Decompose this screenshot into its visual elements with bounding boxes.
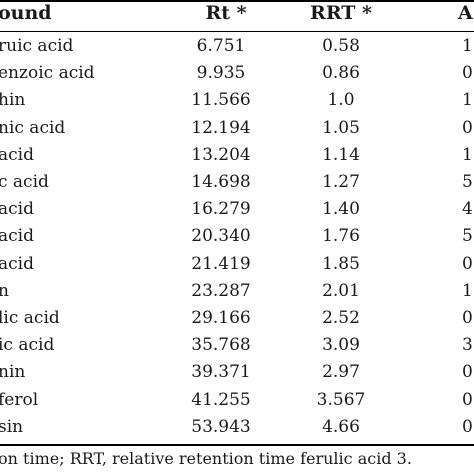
- header-a: A: [458, 2, 473, 24]
- a-cell: 0: [462, 389, 473, 410]
- rrt-cell: 1.27: [322, 172, 360, 192]
- compound-cell: hin: [0, 90, 26, 111]
- a-cell: 1: [462, 144, 473, 165]
- compound-cell: ferol: [0, 389, 39, 410]
- rt-cell: 39.371: [191, 362, 251, 383]
- a-cell: 0: [462, 253, 473, 274]
- rt-cell: 41.255: [191, 389, 251, 410]
- table-row: n 23.287 2.01 1: [0, 278, 474, 305]
- rt-cell: 29.166: [191, 308, 251, 328]
- rt-cell: 9.935: [196, 63, 246, 84]
- rrt-cell: 1.76: [322, 226, 360, 247]
- a-cell: 0(: [462, 63, 474, 84]
- rrt-cell: 2.01: [322, 280, 360, 301]
- compound-cell: acid: [0, 199, 34, 220]
- a-cell: 0: [462, 308, 473, 328]
- rrt-cell: 3.09: [322, 335, 360, 356]
- a-cell: 4: [462, 199, 473, 220]
- header-compound: ound: [0, 2, 52, 24]
- rt-cell: 20.340: [191, 226, 251, 247]
- table-row: hin 11.566 1.0 1: [0, 87, 474, 114]
- compound-cell: ic acid: [0, 335, 55, 356]
- rrt-cell: 2.97: [322, 362, 360, 383]
- rrt-cell: 0.58: [322, 36, 360, 56]
- table-top-rule: [0, 0, 474, 2]
- a-cell: 0: [462, 362, 473, 383]
- rrt-cell: 2.52: [322, 308, 360, 328]
- table-header-rule: [0, 31, 474, 32]
- header-rt: Rt *: [205, 2, 247, 24]
- table-row: ic acid 35.768 3.09 3: [0, 332, 474, 359]
- rt-cell: 23.287: [191, 280, 251, 301]
- rrt-cell: 3.567: [316, 389, 366, 410]
- compound-cell: enzoic acid: [0, 63, 95, 84]
- compound-cell: acid: [0, 226, 34, 247]
- table-row: nic acid 12.194 1.05 0: [0, 115, 474, 142]
- a-cell: 5(: [462, 172, 474, 192]
- table-row: enzoic acid 9.935 0.86 0(: [0, 60, 474, 87]
- compound-cell: nin: [0, 362, 26, 383]
- a-cell: 0: [462, 416, 473, 437]
- rt-cell: 21.419: [191, 253, 251, 274]
- table-footnote: on time; RRT, relative retention time fe…: [0, 449, 412, 468]
- table-row: ferol 41.255 3.567 0: [0, 387, 474, 414]
- a-cell: 5(: [462, 226, 474, 247]
- rt-cell: 12.194: [191, 117, 251, 138]
- rt-cell: 14.698: [191, 172, 251, 192]
- rt-cell: 11.566: [191, 90, 251, 111]
- table-row: ruic acid 6.751 0.58 1: [0, 33, 474, 60]
- compound-cell: c acid: [0, 172, 49, 192]
- rrt-cell: 1.05: [322, 117, 360, 138]
- a-cell: 1: [462, 280, 473, 301]
- compound-cell: nic acid: [0, 117, 66, 138]
- rt-cell: 16.279: [191, 199, 251, 220]
- compound-cell: n: [0, 280, 9, 301]
- a-cell: 1: [462, 36, 473, 56]
- table-row: lic acid 29.166 2.52 0: [0, 305, 474, 332]
- rrt-cell: 1.85: [322, 253, 360, 274]
- compound-cell: ruic acid: [0, 36, 74, 56]
- header-rrt: RRT *: [310, 2, 372, 24]
- rrt-cell: 1.40: [322, 199, 360, 220]
- rt-cell: 13.204: [191, 144, 251, 165]
- rrt-cell: 1.14: [322, 144, 360, 165]
- a-cell: 1: [462, 90, 473, 111]
- rrt-cell: 1.0: [327, 90, 355, 111]
- rrt-cell: 0.86: [322, 63, 360, 84]
- rt-cell: 35.768: [191, 335, 251, 356]
- compound-cell: acid: [0, 144, 34, 165]
- table-row: c acid 14.698 1.27 5(: [0, 169, 474, 196]
- table-row: acid 13.204 1.14 1: [0, 142, 474, 169]
- a-cell: 3: [462, 335, 473, 356]
- table-bottom-rule: [0, 444, 474, 446]
- table-row: sin 53.943 4.66 0: [0, 414, 474, 441]
- table-row: acid 20.340 1.76 5(: [0, 223, 474, 250]
- rrt-cell: 4.66: [322, 416, 360, 437]
- a-cell: 0: [462, 117, 473, 138]
- rt-cell: 53.943: [191, 416, 251, 437]
- table-row: nin 39.371 2.97 0: [0, 359, 474, 386]
- compound-cell: sin: [0, 416, 24, 437]
- table-row: acid 16.279 1.40 4: [0, 196, 474, 223]
- compound-cell: acid: [0, 253, 34, 274]
- table-row: acid 21.419 1.85 0: [0, 251, 474, 278]
- rt-cell: 6.751: [196, 36, 246, 56]
- compound-cell: lic acid: [0, 308, 60, 328]
